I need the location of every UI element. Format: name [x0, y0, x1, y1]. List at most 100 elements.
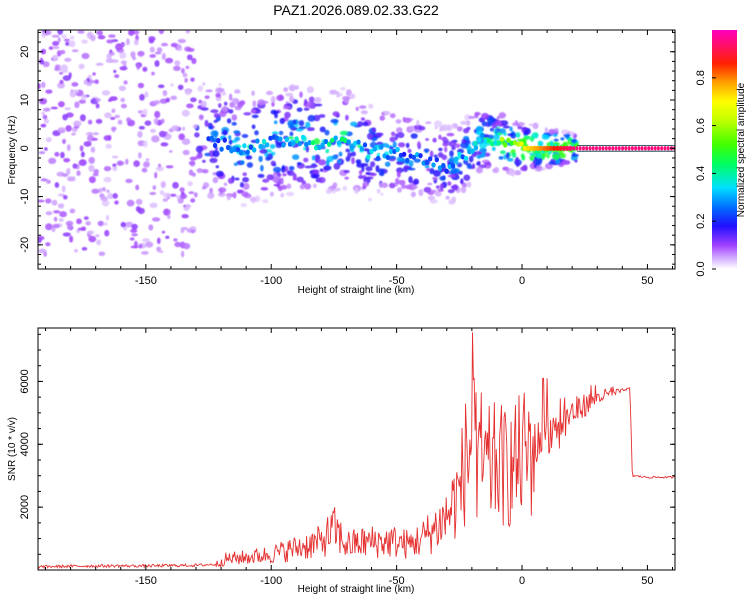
- spectrogram-cell: [137, 51, 144, 56]
- spectrogram-cell: [148, 224, 153, 230]
- spectrogram-cell: [202, 186, 206, 190]
- spectrogram-cell: [154, 100, 160, 105]
- spectrogram-cell: [44, 119, 49, 124]
- spectrogram-cell: [554, 139, 559, 142]
- spectrogram-ridge-cell: [239, 150, 243, 155]
- spectrogram-cell: [243, 112, 251, 115]
- x-tick-label: -150: [135, 275, 157, 287]
- spectrogram-cell: [417, 141, 421, 148]
- spectrogram-cell: [312, 155, 316, 160]
- spectrogram-cell: [286, 192, 294, 197]
- spectrogram-cell: [259, 149, 267, 154]
- spectrogram-cell: [554, 128, 559, 133]
- spectrogram-cell: [130, 51, 135, 58]
- spectrogram-cell: [62, 173, 68, 177]
- spectrogram-cell: [181, 68, 185, 74]
- spectrogram-cell: [457, 126, 463, 131]
- spectrogram-cell: [309, 97, 315, 103]
- spectrogram-cell: [159, 250, 164, 253]
- spectrogram-cell: [182, 127, 185, 131]
- spectrogram-cell: [111, 109, 115, 113]
- spectrogram-cell: [94, 79, 99, 84]
- spectrogram-ridge-cell: [637, 146, 640, 150]
- spectrogram-cell: [163, 91, 168, 96]
- spectrogram-cell: [107, 193, 113, 199]
- spectrogram-cell: [536, 165, 542, 172]
- spectrogram-cell: [261, 187, 269, 191]
- spectrogram-cell: [135, 185, 139, 191]
- spectrogram-cell: [77, 30, 84, 34]
- spectrogram-cell: [238, 102, 244, 108]
- spectrogram-cell: [143, 161, 150, 167]
- spectrogram-cell: [234, 163, 238, 166]
- spectrogram-cell: [447, 181, 451, 186]
- spectrogram-cell: [58, 203, 64, 208]
- spectrogram-cell: [441, 138, 448, 141]
- spectrogram-ridge-cell: [327, 142, 331, 147]
- spectrogram-cell: [58, 127, 66, 130]
- spectrogram-cell: [41, 178, 48, 181]
- spectrogram-cell: [46, 211, 53, 215]
- spectrogram-cell: [330, 119, 338, 123]
- spectrogram-cell: [460, 180, 463, 184]
- spectrogram-cell: [338, 160, 341, 164]
- spectrogram-ridge-cell: [615, 146, 618, 150]
- spectrogram-cell: [228, 135, 231, 140]
- spectrogram-cell: [495, 129, 499, 134]
- spectrogram-cell: [234, 89, 240, 94]
- spectrogram-cell: [413, 179, 419, 185]
- spectrogram-cell: [153, 185, 157, 190]
- spectrogram-cell: [145, 120, 152, 125]
- spectrogram-cell: [273, 167, 281, 173]
- spectrogram-cell: [446, 133, 454, 137]
- x-tick-label: -100: [260, 575, 282, 587]
- spectrogram-ridge-cell: [589, 146, 592, 150]
- spectrogram-cell: [110, 117, 115, 120]
- spectrogram-cell: [149, 54, 156, 58]
- spectrogram-ridge-cell: [347, 139, 351, 144]
- colorbar-label: Normalized spectral amplitude: [736, 82, 747, 217]
- spectrogram-cell: [121, 222, 127, 227]
- spectrogram-cell: [169, 150, 173, 153]
- y-tick-label: -20: [19, 237, 31, 253]
- spectrogram-cell: [133, 160, 140, 167]
- spectrogram-cell: [181, 229, 185, 233]
- spectrogram-ridge-cell: [294, 136, 298, 141]
- spectrogram-cell: [69, 236, 73, 243]
- spectrogram-ridge-cell: [634, 146, 637, 150]
- colorbar-tick-label: 0.6: [695, 118, 707, 133]
- spectrogram-cell: [389, 183, 396, 189]
- spectrogram-cell: [215, 93, 221, 98]
- spectrogram-cell: [193, 124, 198, 128]
- spectrogram-cell: [329, 90, 337, 95]
- spectrogram-cell: [333, 111, 340, 116]
- spectrogram-cell: [467, 182, 472, 188]
- spectrogram-cell: [134, 241, 138, 248]
- spectrogram-cell: [242, 134, 249, 138]
- spectrogram-cell: [62, 185, 66, 192]
- spectrogram-cell: [444, 147, 447, 153]
- spectrogram-cell: [214, 113, 220, 118]
- spectrogram-cell: [271, 96, 276, 103]
- spectrogram-cell: [283, 106, 291, 110]
- colorbar: 0.00.20.40.60.8 Normalized spectral ampl…: [695, 30, 747, 277]
- spectrogram-cell: [96, 63, 104, 66]
- spectrogram-cell: [451, 167, 458, 174]
- spectrogram-cell: [138, 244, 142, 249]
- spectrogram-cell: [183, 73, 188, 77]
- spectrogram-cell: [252, 125, 256, 130]
- spectrogram-y-axis-label: Frequency (Hz): [7, 116, 18, 185]
- spectrogram-cell: [356, 163, 364, 168]
- spectrogram-cell: [151, 135, 159, 142]
- spectrogram-cell: [285, 93, 293, 97]
- spectrogram-cell: [158, 84, 165, 88]
- spectrogram-cell: [340, 131, 348, 136]
- spectrogram-cell: [296, 177, 303, 183]
- spectrogram-ridge-cell: [337, 140, 341, 145]
- spectrogram-cell: [64, 58, 71, 62]
- figure: PAZ1.2026.089.02.33.G22 -150 -100 -50 0 50 -…: [0, 0, 750, 600]
- spectrogram-cell: [289, 132, 293, 137]
- spectrogram-cell: [448, 175, 456, 178]
- spectrogram-cell: [216, 171, 224, 177]
- spectrogram-cell: [43, 108, 50, 112]
